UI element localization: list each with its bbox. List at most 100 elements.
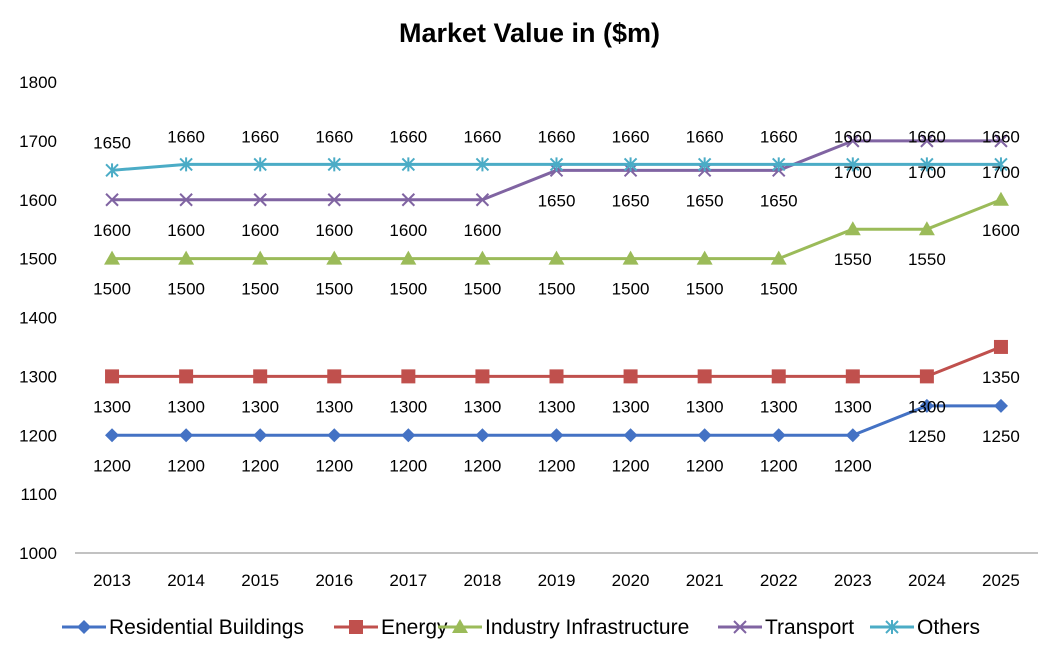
data-label-residential-buildings: 1200 (389, 456, 427, 475)
data-label-transport: 1650 (760, 191, 798, 210)
x-tick-label: 2017 (389, 571, 427, 590)
data-label-residential-buildings: 1200 (464, 456, 502, 475)
x-tick-label: 2018 (464, 571, 502, 590)
data-label-industry-infrastructure: 1500 (538, 280, 576, 299)
data-label-transport: 1600 (315, 221, 353, 240)
data-point-transport (401, 193, 416, 207)
data-point-residential-buildings (549, 428, 564, 443)
data-label-industry-infrastructure: 1600 (982, 221, 1020, 240)
data-label-others: 1660 (315, 127, 353, 146)
data-label-others: 1650 (93, 133, 131, 152)
data-label-transport: 1600 (389, 221, 427, 240)
data-point-industry-infrastructure (622, 250, 639, 265)
data-label-transport: 1600 (167, 221, 205, 240)
legend-marker-energy (349, 620, 363, 634)
y-tick-label: 1500 (19, 250, 57, 269)
chart-title: Market Value in ($m) (398, 18, 661, 48)
data-label-others: 1660 (760, 127, 798, 146)
data-label-residential-buildings: 1250 (908, 427, 946, 446)
data-label-energy: 1300 (93, 397, 131, 416)
data-label-residential-buildings: 1200 (167, 456, 205, 475)
x-tick-label: 2015 (241, 571, 279, 590)
data-point-others (697, 157, 712, 172)
data-point-others (772, 157, 786, 172)
data-label-transport: 1600 (93, 221, 131, 240)
data-label-residential-buildings: 1200 (93, 456, 131, 475)
legend-marker-transport (733, 620, 747, 634)
x-tick-label: 2025 (982, 571, 1020, 590)
data-label-industry-infrastructure: 1500 (389, 280, 427, 299)
data-label-energy: 1300 (908, 397, 946, 416)
data-point-transport (994, 134, 1008, 148)
data-label-others: 1660 (612, 127, 650, 146)
data-label-energy: 1300 (538, 397, 576, 416)
data-point-residential-buildings (401, 428, 416, 443)
data-label-transport: 1650 (612, 191, 650, 210)
data-point-residential-buildings (105, 428, 120, 443)
data-point-transport (920, 134, 934, 148)
data-point-energy (401, 369, 416, 384)
x-tick-label: 2014 (167, 571, 205, 590)
data-point-energy (845, 369, 860, 384)
data-point-residential-buildings (327, 428, 342, 443)
data-point-others (253, 157, 267, 172)
x-tick-label: 2023 (834, 571, 872, 590)
data-label-energy: 1300 (612, 397, 650, 416)
data-point-energy (697, 369, 712, 384)
data-point-industry-infrastructure (104, 250, 121, 265)
data-label-energy: 1300 (241, 397, 279, 416)
y-tick-label: 1200 (19, 426, 57, 445)
data-point-energy (623, 369, 638, 384)
data-label-transport: 1600 (464, 221, 502, 240)
data-point-others (179, 157, 193, 172)
data-label-others: 1660 (982, 127, 1020, 146)
legend-label-energy: Energy (381, 616, 448, 639)
data-label-transport: 1650 (538, 191, 576, 210)
data-label-residential-buildings: 1200 (612, 456, 650, 475)
data-label-industry-infrastructure: 1500 (686, 280, 724, 299)
data-point-transport (105, 193, 119, 207)
data-point-others (105, 163, 119, 178)
data-point-residential-buildings (845, 428, 860, 443)
data-point-residential-buildings (253, 428, 268, 443)
data-point-others (920, 157, 934, 172)
data-label-industry-infrastructure: 1550 (834, 250, 872, 269)
data-point-energy (179, 369, 194, 384)
data-label-industry-infrastructure: 1550 (908, 250, 946, 269)
legend-marker-industry-infrastructure (452, 619, 468, 633)
data-point-energy (105, 369, 120, 384)
data-point-energy (253, 369, 268, 384)
data-label-transport: 1700 (908, 163, 946, 182)
data-point-others (327, 157, 341, 172)
data-label-industry-infrastructure: 1500 (612, 280, 650, 299)
data-point-residential-buildings (919, 398, 934, 413)
data-label-energy: 1300 (315, 397, 353, 416)
data-point-residential-buildings (179, 428, 194, 443)
y-tick-label: 1800 (19, 73, 57, 92)
data-point-others (475, 157, 490, 172)
data-point-residential-buildings (771, 428, 786, 443)
data-label-others: 1660 (834, 127, 872, 146)
data-point-transport (475, 193, 490, 207)
data-label-others: 1660 (908, 127, 946, 146)
data-label-energy: 1300 (834, 397, 872, 416)
data-point-transport (327, 193, 341, 207)
legend-label-transport: Transport (765, 616, 854, 639)
data-point-residential-buildings (697, 428, 712, 443)
data-label-residential-buildings: 1200 (760, 456, 798, 475)
data-label-residential-buildings: 1200 (315, 456, 353, 475)
data-label-industry-infrastructure: 1500 (760, 280, 798, 299)
data-point-energy (549, 369, 564, 384)
data-point-transport (846, 134, 860, 148)
legend-label-industry-infrastructure: Industry Infrastructure (485, 616, 689, 639)
data-label-industry-infrastructure: 1500 (167, 280, 205, 299)
data-point-industry-infrastructure (770, 250, 787, 265)
data-label-others: 1660 (464, 127, 502, 146)
x-tick-label: 2021 (686, 571, 724, 590)
data-point-others (994, 157, 1008, 172)
data-label-transport: 1650 (686, 191, 724, 210)
legend-marker-residential-buildings (77, 620, 91, 634)
legend-label-others: Others (917, 616, 980, 639)
